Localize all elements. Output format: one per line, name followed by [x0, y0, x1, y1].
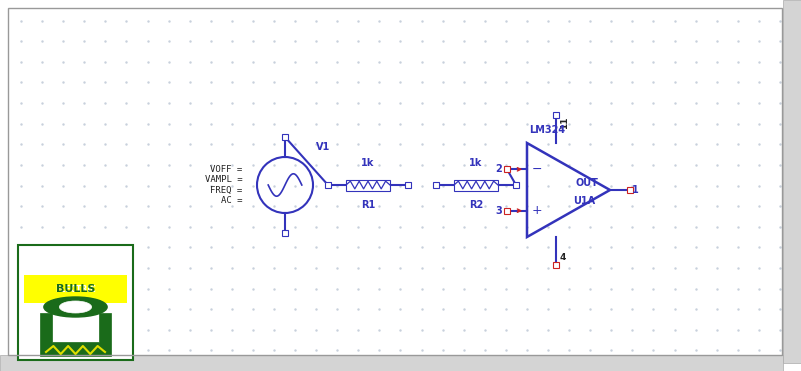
Bar	[24, 275, 127, 303]
Bar	[454, 180, 498, 190]
Text: 1k: 1k	[361, 158, 375, 168]
Text: 1k: 1k	[469, 158, 483, 168]
Text: LM324: LM324	[529, 125, 566, 135]
Text: 4: 4	[560, 253, 566, 262]
Bar	[553, 262, 559, 268]
Text: 11: 11	[560, 117, 569, 129]
Bar	[783, 0, 801, 363]
Bar	[504, 208, 510, 214]
Text: 3: 3	[495, 206, 502, 216]
Text: +: +	[532, 204, 542, 217]
Text: OUT: OUT	[575, 178, 598, 188]
Bar	[282, 134, 288, 140]
Bar	[18, 245, 133, 360]
Text: R1: R1	[361, 200, 375, 210]
Bar	[346, 180, 390, 190]
Text: VOFF =
VAMPL =
FREQ =
AC =: VOFF = VAMPL = FREQ = AC =	[205, 165, 243, 205]
Text: V1: V1	[316, 142, 330, 152]
Text: ELECTRIC: ELECTRIC	[55, 286, 96, 295]
Bar	[0, 355, 783, 371]
Bar	[553, 112, 559, 118]
Bar	[627, 187, 633, 193]
Text: R2: R2	[469, 200, 483, 210]
Bar	[513, 182, 519, 188]
Bar	[325, 182, 331, 188]
Text: 1: 1	[632, 185, 638, 195]
Ellipse shape	[59, 301, 91, 313]
Text: U1A: U1A	[573, 196, 595, 206]
Text: BULLS: BULLS	[56, 284, 95, 294]
Bar	[282, 230, 288, 236]
Text: −: −	[532, 163, 542, 176]
Bar	[504, 166, 510, 172]
Bar	[405, 182, 411, 188]
Bar	[433, 182, 439, 188]
Ellipse shape	[44, 297, 107, 317]
Polygon shape	[40, 313, 111, 356]
Text: 2: 2	[495, 164, 502, 174]
